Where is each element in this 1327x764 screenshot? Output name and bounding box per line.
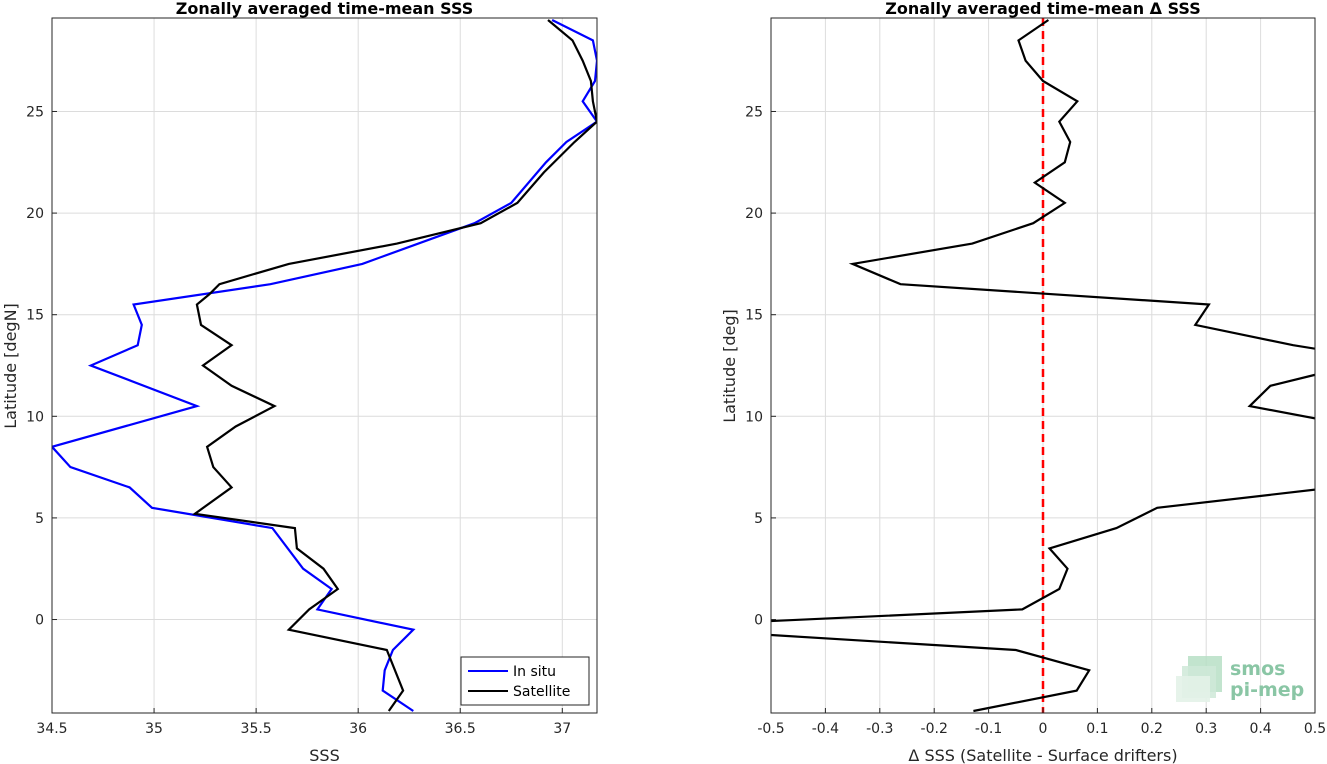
x-tick-label: 35.5	[241, 721, 272, 737]
y-tick-label: 15	[26, 308, 44, 324]
x-tick-label: 0.2	[1141, 721, 1163, 737]
delta-sss-panel: -0.5 -0.4 -0.3 -0.2 -0.1 0 0.1 0.2 0.3 0.4 0.5 0 5 10…	[720, 0, 1326, 764]
legend-label-satellite: Satellite	[513, 684, 570, 700]
x-tick-label: -0.1	[975, 721, 1002, 737]
series-lines-left	[52, 19, 597, 712]
y-tick-label: 5	[35, 511, 44, 527]
logo-text-pi-mep: pi-mep	[1230, 679, 1304, 701]
series-line-delta-sss	[771, 19, 1315, 713]
chart-title-left: Zonally averaged time-mean SSS	[176, 0, 474, 18]
x-tick-label: 0.4	[1249, 721, 1271, 737]
y-tick-label: 20	[745, 206, 763, 222]
series-line-satellite	[192, 19, 597, 712]
chart-title-right: Zonally averaged time-mean Δ SSS	[885, 0, 1201, 18]
y-tick-label: 20	[26, 206, 44, 222]
x-tick-label: 37	[553, 721, 571, 737]
x-tick-label: 35	[145, 721, 163, 737]
x-tick-label: 36	[349, 721, 367, 737]
y-axis-label-left: Latitude [degN]	[1, 303, 20, 429]
x-tick-label: 34.5	[36, 721, 67, 737]
legend: In situ Satellite	[460, 656, 590, 706]
legend-label-in-situ: In situ	[513, 664, 556, 680]
x-tick-label: 0.3	[1195, 721, 1217, 737]
logo-text-smos: smos	[1230, 658, 1285, 680]
tick-labels-right: -0.5 -0.4 -0.3 -0.2 -0.1 0 0.1 0.2 0.3 0.4 0.5 0 5 10…	[745, 104, 1326, 737]
y-tick-label: 0	[35, 613, 44, 629]
smos-pi-mep-logo: smos pi-mep	[1176, 656, 1304, 702]
x-axis-label-right: Δ SSS (Satellite - Surface drifters)	[908, 746, 1177, 764]
y-axis-label-right: Latitude [deg]	[720, 309, 739, 423]
tick-labels-left: 34.5 35 35.5 36 36.5 37 0 5 10 15 20 25	[26, 104, 571, 737]
x-tick-label: 0	[1039, 721, 1048, 737]
x-tick-label: -0.3	[866, 721, 893, 737]
y-tick-label: 10	[745, 409, 763, 425]
y-tick-label: 0	[754, 613, 763, 629]
y-tick-label: 10	[26, 409, 44, 425]
logo-wave-front	[1176, 676, 1210, 702]
x-tick-label: 0.1	[1086, 721, 1108, 737]
y-tick-label: 15	[745, 308, 763, 324]
series-line-in-situ	[52, 19, 597, 712]
x-tick-label: 36.5	[445, 721, 476, 737]
series-lines-right	[771, 18, 1315, 713]
legend-box	[460, 656, 590, 706]
x-tick-label: -0.2	[921, 721, 948, 737]
x-axis-label-left: SSS	[309, 746, 339, 764]
sss-panel: 34.5 35 35.5 36 36.5 37 0 5 10 15 20 25 Zonally ave…	[1, 0, 598, 764]
y-tick-label: 25	[745, 104, 763, 120]
x-tick-label: -0.5	[757, 721, 784, 737]
x-tick-label: 0.5	[1304, 721, 1326, 737]
grid-left	[51, 18, 597, 713]
y-tick-label: 5	[754, 511, 763, 527]
x-tick-label: -0.4	[812, 721, 839, 737]
y-tick-label: 25	[26, 104, 44, 120]
axes-frame-left	[51, 17, 598, 714]
